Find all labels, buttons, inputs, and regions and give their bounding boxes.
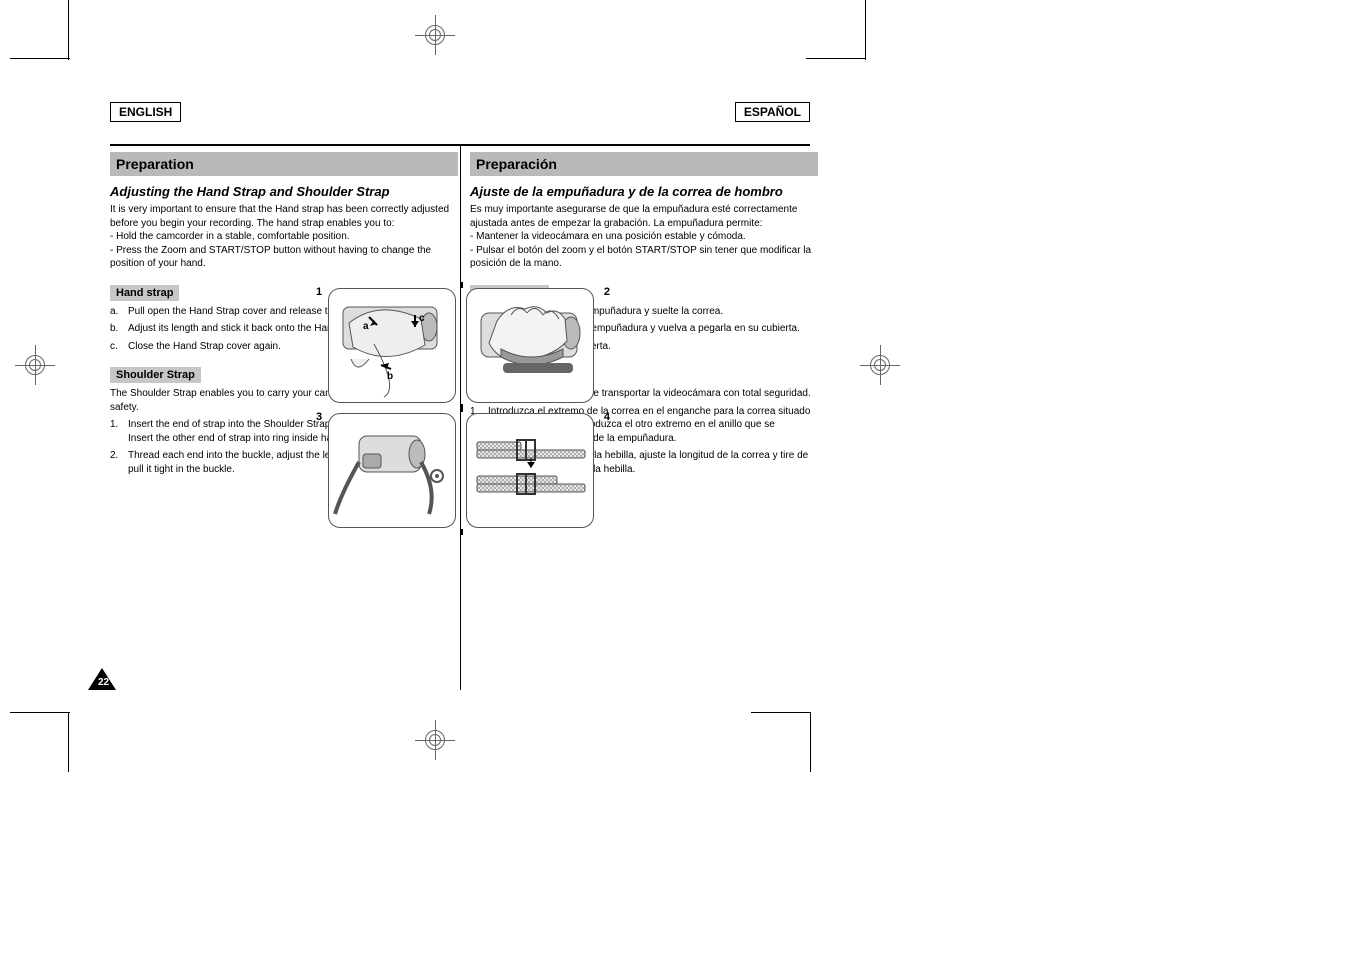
tick xyxy=(461,529,463,535)
intro-left: It is very important to ensure that the … xyxy=(110,203,458,271)
tick xyxy=(461,404,463,412)
buckle-icon xyxy=(467,414,594,528)
crop-mark xyxy=(865,0,866,60)
registration-mark xyxy=(415,720,455,760)
figure-cluster: 1 2 3 4 a c b xyxy=(328,288,598,533)
section-title-left: Preparation xyxy=(110,152,458,176)
registration-mark xyxy=(415,15,455,55)
svg-text:a: a xyxy=(363,321,369,332)
hand-strap-label-left: Hand strap xyxy=(110,285,179,301)
crop-mark xyxy=(10,712,70,713)
figure-3-shoulder-strap-attach xyxy=(328,413,456,528)
section-title-right: Preparación xyxy=(470,152,818,176)
crop-mark xyxy=(10,58,70,59)
shoulder-label-left: Shoulder Strap xyxy=(110,367,201,383)
handstrap-adjust-icon: a c b xyxy=(329,289,456,403)
tick xyxy=(461,282,463,288)
lang-label-english: ENGLISH xyxy=(110,102,181,122)
crop-mark xyxy=(810,712,811,772)
crop-mark xyxy=(751,712,811,713)
svg-text:b: b xyxy=(387,371,393,382)
figure-2-hand-grip xyxy=(466,288,594,403)
registration-mark xyxy=(860,345,900,385)
page-number: 22 xyxy=(98,677,109,688)
intro-right: Es muy importante asegurarse de que la e… xyxy=(470,203,818,271)
hand-grip-icon xyxy=(467,289,594,403)
figure-4-buckle-adjust xyxy=(466,413,594,528)
fig1-num: 1 xyxy=(316,286,322,298)
lang-label-spanish: ESPAÑOL xyxy=(735,102,810,122)
figure-1-handstrap-adjust: a c b xyxy=(328,288,456,403)
crop-mark xyxy=(806,58,866,59)
subtitle-left: Adjusting the Hand Strap and Shoulder St… xyxy=(110,184,458,199)
shoulder-attach-icon xyxy=(329,414,456,528)
subtitle-right: Ajuste de la empuñadura y de la correa d… xyxy=(470,184,818,199)
registration-mark xyxy=(15,345,55,385)
crop-mark xyxy=(68,712,69,772)
manual-page: ENGLISH ESPAÑOL Preparation Adjusting th… xyxy=(110,100,810,690)
fig4-num: 4 xyxy=(604,411,610,423)
svg-text:c: c xyxy=(419,313,425,324)
fig2-num: 2 xyxy=(604,286,610,298)
crop-mark xyxy=(68,0,69,60)
fig3-num: 3 xyxy=(316,411,322,423)
